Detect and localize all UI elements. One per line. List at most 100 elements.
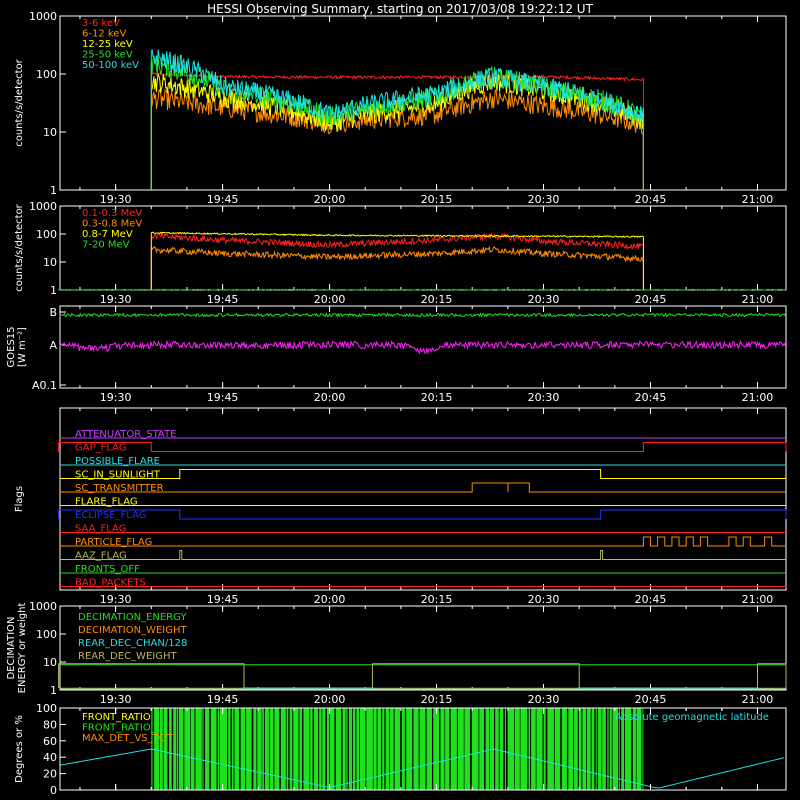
y-axis-label: Flags	[14, 486, 25, 512]
legend-item: 3-6 keV	[82, 18, 120, 29]
flag-1-line	[58, 442, 787, 452]
series-0-line	[59, 312, 786, 318]
flag-label: FRONTS_OFF	[75, 564, 140, 575]
series-4-line	[150, 49, 644, 190]
legend-item: REAR_DEC_WEIGHT	[78, 651, 177, 662]
x-tick-label: 20:15	[421, 293, 453, 306]
x-tick-label: 21:00	[742, 391, 774, 404]
series-1-line	[150, 245, 644, 290]
x-tick-label: 20:00	[314, 693, 346, 706]
legend-item: FRONT_RATIO	[82, 712, 151, 723]
flag-6-line	[58, 509, 787, 520]
legend-item: 0.3-0.8 MeV	[82, 219, 142, 230]
panel-frame	[59, 15, 787, 191]
x-tick-label: 21:00	[742, 593, 774, 606]
x-tick-label: 20:30	[528, 593, 560, 606]
series-3-line	[150, 55, 644, 190]
y-tick-label: 1000	[29, 10, 57, 23]
x-tick-label: 21:00	[742, 193, 774, 206]
x-tick-label: 20:30	[528, 693, 560, 706]
y-tick-label: 100	[36, 702, 57, 715]
y-axis-label: GOES15	[6, 326, 17, 367]
series-2-line	[150, 231, 644, 290]
panel-high-energy: counts/s/detector 1 10 100 1000 19:30 19:45 20:…	[14, 200, 787, 306]
x-tick-label: 20:45	[635, 693, 667, 706]
y-tick-label: 0	[50, 784, 57, 797]
y-tick-label: 1	[50, 684, 57, 697]
panel-ratios: Degrees or % 0 20 40 60 80 100 Absolute geomagn…	[14, 702, 787, 797]
chart-title: HESSI Observing Summary, starting on 201…	[207, 2, 593, 16]
y-axis-label: counts/s/detector	[14, 58, 25, 146]
x-tick-label: 20:00	[314, 391, 346, 404]
flag-label: SC_IN_SUNLIGHT	[75, 470, 161, 481]
panel-frame	[59, 305, 787, 389]
annotation: Absolute geomagnetic latitude	[615, 712, 769, 723]
series-0-line	[150, 231, 644, 290]
x-tick-label: 21:00	[742, 293, 774, 306]
panel-frame	[59, 407, 787, 591]
y-axis-label-2: ENERGY or weight	[17, 603, 28, 694]
series-3-line	[58, 288, 787, 291]
x-tick-label: 20:15	[421, 693, 453, 706]
x-tick-label: 20:45	[635, 593, 667, 606]
x-tick-label: 19:30	[100, 693, 132, 706]
y-tick-label: A	[49, 339, 57, 352]
flag-label: PARTICLE_FLAG	[75, 537, 152, 548]
flag-label: POSSIBLE_FLARE	[75, 456, 160, 467]
x-tick-label: 19:45	[207, 593, 239, 606]
legend-item: 7-20 MeV	[82, 240, 130, 251]
flag-label: GAP_FLAG	[75, 443, 127, 454]
x-tick-label: 19:30	[100, 391, 132, 404]
x-tick-label: 20:45	[635, 293, 667, 306]
x-tick-label: 20:15	[421, 391, 453, 404]
series-1-line	[59, 339, 786, 355]
y-tick-label: B	[49, 306, 57, 319]
legend-item: 6-12 keV	[82, 29, 126, 40]
series-2-line	[150, 73, 644, 190]
panel-low-energy: counts/s/detector 1 10 100 1000 19:30 19:45 20:…	[14, 10, 787, 206]
panel-goes: GOES15 [W m⁻²] A0.1 A B 19:30 19:45 20:00 20:15 2…	[6, 305, 787, 404]
legend-item: MAX_DET_VS_TOT	[82, 733, 174, 744]
y-tick-label: 100	[36, 628, 57, 641]
legend-item: 12-25 keV	[82, 39, 133, 50]
legend-item: REAR_DEC_CHAN/128	[78, 638, 187, 649]
y-axis-label: counts/s/detector	[14, 203, 25, 291]
flag-8-line	[60, 536, 786, 547]
y-tick-label: 1	[50, 284, 57, 297]
y-tick-label: 40	[43, 751, 57, 764]
legend-item: DECIMATION_ENERGY	[78, 612, 187, 623]
y-tick-label: 10	[43, 126, 57, 139]
x-tick-label: 20:00	[314, 293, 346, 306]
legend-item: 0.1-0.3 MeV	[82, 208, 142, 219]
flag-label: SAA_FLAG	[75, 524, 126, 535]
panel-decimation: DECIMATION ENERGY or weight 1 10 100 1000 19:3…	[6, 600, 787, 706]
y-tick-label: 1000	[29, 600, 57, 613]
y-tick-label: 100	[36, 228, 57, 241]
x-tick-label: 20:45	[635, 391, 667, 404]
flag-label: BAD_PACKETS	[75, 578, 146, 589]
legend-item: 25-50 keV	[82, 50, 133, 61]
x-tick-label: 20:45	[635, 193, 667, 206]
y-axis-label: DECIMATION	[6, 616, 17, 679]
panel-frame	[59, 205, 787, 291]
x-tick-label: 20:00	[314, 593, 346, 606]
x-tick-label: 19:30	[100, 193, 132, 206]
flag-label: ATTENUATOR_STATE	[75, 429, 176, 440]
series-1-line	[150, 88, 644, 190]
flag-4-line	[60, 482, 786, 493]
series-3-line	[59, 748, 785, 789]
y-axis-label-2: [W m⁻²]	[17, 327, 28, 367]
y-tick-label: 60	[43, 735, 57, 748]
x-tick-label: 20:30	[528, 391, 560, 404]
y-tick-label: 10	[43, 256, 57, 269]
x-tick-label: 21:00	[742, 693, 774, 706]
flag-label: SC_TRANSMITTER	[75, 483, 164, 494]
legend-item: 50-100 keV	[82, 60, 139, 71]
flag-3-line	[60, 469, 786, 479]
x-tick-label: 20:30	[528, 293, 560, 306]
y-tick-label: 100	[36, 68, 57, 81]
legend-item: 0.8-7 MeV	[82, 229, 133, 240]
